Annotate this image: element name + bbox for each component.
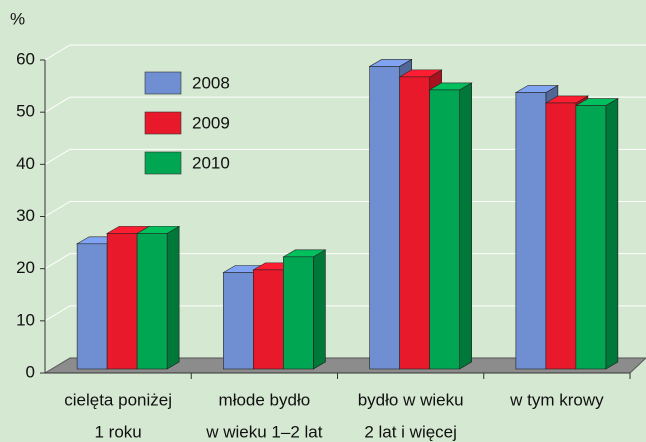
y-tick-label: 60 [16,49,35,68]
bar-side [313,249,326,370]
x-tick-label: 2 lat i więcej [364,422,457,441]
y-tick-label: 0 [26,362,35,381]
x-tick-label: młode bydło [219,390,311,409]
bar [136,233,168,370]
y-tick-label: 30 [16,206,35,225]
bar [283,256,314,370]
y-tick-label: 10 [16,310,35,329]
x-tick-label: cielęta poniżej [64,390,172,409]
bar [545,102,577,370]
y-tick-label: 20 [16,258,35,277]
bar [223,272,254,370]
x-tick-label: w tym krowy [509,390,604,409]
bar-side [166,225,180,370]
bar [429,89,460,370]
y-axis-label: % [10,9,25,28]
legend-swatch [144,111,182,135]
y-tick-label: 50 [16,102,35,121]
legend-label: 2009 [192,113,230,132]
legend-swatch [144,71,182,95]
y-tick-label: 40 [16,154,35,173]
bar [515,92,547,370]
bar [369,66,400,370]
bar [575,105,607,370]
x-tick-label: w wieku 1–2 lat [205,422,323,441]
bar [106,233,138,370]
legend-label: 2008 [192,73,230,92]
bar-side [605,98,619,370]
x-tick-label: 1 roku [95,422,142,441]
bar [253,269,284,370]
bar [76,243,108,370]
grid-line [44,44,646,61]
legend-label: 2010 [192,153,230,172]
legend-swatch [144,151,182,175]
x-tick-label: bydło w wieku [358,390,464,409]
bar [399,76,430,370]
bar-side [459,82,472,370]
